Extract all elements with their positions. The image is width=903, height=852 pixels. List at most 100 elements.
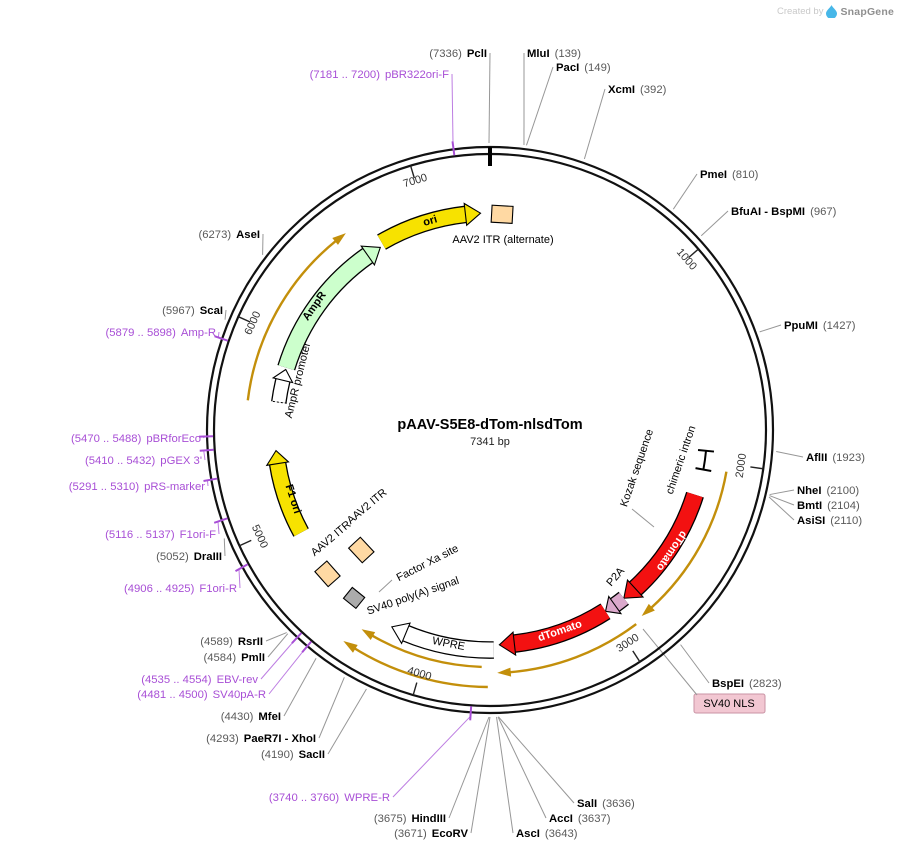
site-label-paci[interactable]: PacI (149)	[556, 62, 611, 74]
site-name[interactable]: Amp-R	[181, 327, 216, 339]
site-label-scai[interactable]: (5967) ScaI	[162, 305, 223, 317]
site-name[interactable]: WPRE-R	[344, 792, 390, 804]
scale-tick	[632, 650, 641, 663]
feature-aav2-itr[interactable]: AAV2 ITR	[345, 487, 390, 564]
site-label-asei[interactable]: (6273) AseI	[198, 229, 260, 241]
site-label-pbr322ori-f[interactable]: (7181 .. 7200) pBR322ori-F	[310, 69, 449, 81]
site-label-mlui[interactable]: MluI (139)	[527, 48, 581, 60]
site-name[interactable]: pBRforEco	[146, 433, 201, 445]
feature-label-aav2-itr[interactable]: AAV2 ITR	[345, 487, 390, 527]
site-label-acci[interactable]: AccI (3637)	[549, 813, 611, 825]
feature-f1-ori[interactable]: F1 ori	[265, 449, 309, 537]
site-name[interactable]: BfuAI - BspMI	[731, 206, 805, 218]
primer-site-tick	[199, 448, 214, 452]
site-name[interactable]: EBV-rev	[217, 674, 259, 686]
site-label-ecorv[interactable]: (3671) EcoRV	[394, 828, 468, 840]
site-label-pcli[interactable]: (7336) PclI	[429, 48, 487, 60]
site-name[interactable]: BspEI	[712, 678, 744, 690]
site-name[interactable]: NheI	[797, 485, 821, 497]
feature-aav2-itr-alternate[interactable]: AAV2 ITR (alternate)	[452, 204, 554, 246]
site-name[interactable]: PpuMI	[784, 320, 818, 332]
callout-line	[267, 633, 289, 658]
site-position: (5116 .. 5137)	[105, 529, 175, 541]
site-label-bspei[interactable]: BspEI (2823)	[712, 678, 782, 690]
site-name[interactable]: AflII	[806, 452, 827, 464]
feature-label-aav2-itr-alternate[interactable]: AAV2 ITR (alternate)	[452, 234, 553, 246]
site-position: (3637)	[578, 813, 611, 825]
feature-label-sv40-nls[interactable]: SV40 NLS	[703, 698, 754, 710]
site-name[interactable]: BmtI	[797, 500, 822, 512]
feature-label-sv40-poly-a-signal[interactable]: SV40 poly(A) signal	[365, 575, 460, 618]
site-label-wpre-r[interactable]: (3740 .. 3760) WPRE-R	[269, 792, 390, 804]
site-label-sacii[interactable]: (4190) SacII	[261, 749, 325, 761]
feature-label-chimeric-intron[interactable]: chimeric intron	[664, 424, 699, 496]
site-name[interactable]: pBR322ori-F	[385, 69, 449, 81]
site-label-pmli[interactable]: (4584) PmlI	[203, 652, 265, 664]
site-name[interactable]: pRS-marker	[144, 481, 205, 493]
feature-label-aav2-itr-2[interactable]: AAV2 ITR	[309, 519, 354, 559]
site-name[interactable]: AccI	[549, 813, 573, 825]
site-name[interactable]: F1ori-F	[180, 529, 216, 541]
site-label-aflii[interactable]: AflII (1923)	[806, 452, 865, 464]
site-label-rsrii[interactable]: (4589) RsrII	[200, 636, 263, 648]
site-label-hindiii[interactable]: (3675) HindIII	[374, 813, 446, 825]
site-label-prs-marker[interactable]: (5291 .. 5310) pRS-marker	[69, 481, 205, 493]
site-label-ppumi[interactable]: PpuMI (1427)	[784, 320, 856, 332]
site-name[interactable]: SV40pA-R	[213, 689, 266, 701]
feature-dtomato[interactable]: dTomato	[623, 491, 704, 599]
site-name[interactable]: F1ori-R	[199, 583, 237, 595]
site-name[interactable]: PmlI	[241, 652, 265, 664]
site-name[interactable]: MluI	[527, 48, 550, 60]
site-label-asci[interactable]: AscI (3643)	[516, 828, 578, 840]
site-name[interactable]: DraIII	[194, 551, 222, 563]
feature-chimeric-intron[interactable]: chimeric intron	[664, 424, 715, 496]
site-name[interactable]: ScaI	[200, 305, 223, 317]
site-position: (1427)	[823, 320, 856, 332]
site-label-nhei[interactable]: NheI (2100)	[797, 485, 859, 497]
feature-dtomato[interactable]: dTomato	[498, 603, 611, 657]
site-label-pmei[interactable]: PmeI (810)	[700, 169, 759, 181]
site-label-sv40pa-r[interactable]: (4481 .. 4500) SV40pA-R	[137, 689, 266, 701]
site-name[interactable]: PclI	[467, 48, 487, 60]
site-name[interactable]: MfeI	[258, 711, 281, 723]
site-name[interactable]: PacI	[556, 62, 579, 74]
site-name[interactable]: pGEX 3'	[160, 455, 202, 467]
site-label-pbrforeco[interactable]: (5470 .. 5488) pBRforEco	[71, 433, 201, 445]
site-name[interactable]: SalI	[577, 798, 597, 810]
primer-site-tick	[213, 517, 228, 524]
feature-wpre[interactable]: WPRE	[390, 622, 494, 659]
site-name[interactable]: RsrII	[238, 636, 263, 648]
site-name[interactable]: PaeR7I - XhoI	[244, 733, 316, 745]
feature-p2a[interactable]: P2A	[604, 565, 629, 615]
site-name[interactable]: HindIII	[411, 813, 446, 825]
site-label-ebv-rev[interactable]: (4535 .. 4554) EBV-rev	[141, 674, 258, 686]
site-label-bmti[interactable]: BmtI (2104)	[797, 500, 860, 512]
site-name[interactable]: EcoRV	[432, 828, 469, 840]
feature-aav2-itr-2[interactable]: AAV2 ITR	[309, 519, 354, 588]
site-label-f1ori-r[interactable]: (4906 .. 4925) F1ori-R	[124, 583, 237, 595]
site-label-mfei[interactable]: (4430) MfeI	[221, 711, 281, 723]
site-label-draiii[interactable]: (5052) DraIII	[156, 551, 222, 563]
site-name[interactable]: XcmI	[608, 84, 635, 96]
site-name[interactable]: PmeI	[700, 169, 727, 181]
site-label-f1ori-f[interactable]: (5116 .. 5137) F1ori-F	[105, 529, 216, 541]
site-name[interactable]: AsiSI	[797, 515, 825, 527]
callout-line	[776, 451, 804, 458]
site-label-amp-r[interactable]: (5879 .. 5898) Amp-R	[106, 327, 217, 339]
site-label-paer7i-xhoi[interactable]: (4293) PaeR7I - XhoI	[206, 733, 316, 745]
feature-ori[interactable]: ori	[377, 202, 482, 250]
site-label-sali[interactable]: SalI (3636)	[577, 798, 635, 810]
site-label-asisi[interactable]: AsiSI (2110)	[797, 515, 862, 527]
site-label-bfuai-bspmi[interactable]: BfuAI - BspMI (967)	[731, 206, 837, 218]
feature-label-p2a[interactable]: P2A	[604, 565, 627, 589]
feature-kozak-sequence[interactable]: Kozak sequence	[618, 428, 656, 509]
feature-label-kozak-sequence[interactable]: Kozak sequence	[618, 428, 656, 509]
feature-label-ori[interactable]: ori	[422, 213, 439, 228]
site-name[interactable]: AseI	[236, 229, 260, 241]
site-name[interactable]: SacII	[299, 749, 325, 761]
site-label-xcmi[interactable]: XcmI (392)	[608, 84, 667, 96]
feature-sv40-nls[interactable]: SV40 NLS	[693, 693, 766, 714]
site-name[interactable]: AscI	[516, 828, 540, 840]
callout-line	[318, 677, 345, 739]
site-label-pgex-3[interactable]: (5410 .. 5432) pGEX 3'	[85, 455, 202, 467]
